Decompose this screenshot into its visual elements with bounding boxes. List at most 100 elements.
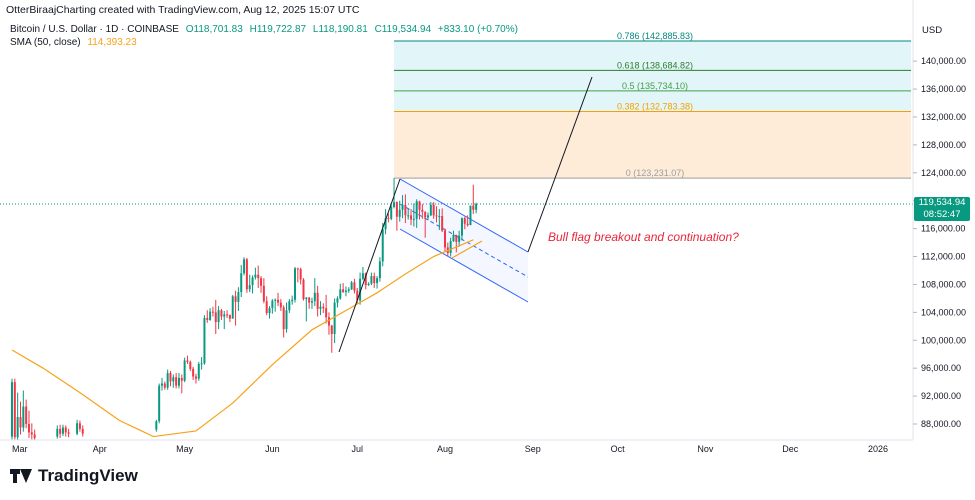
candle-body bbox=[390, 206, 393, 219]
candle-body bbox=[291, 299, 294, 302]
candle-body bbox=[271, 300, 274, 309]
candle-body bbox=[248, 285, 251, 290]
candle-body bbox=[347, 289, 350, 291]
candle-body bbox=[463, 218, 466, 224]
high-value: H119,722.87 bbox=[249, 24, 307, 35]
candle-body bbox=[305, 297, 308, 300]
candle-body bbox=[67, 432, 70, 434]
candle-body bbox=[260, 278, 263, 286]
candle-body bbox=[455, 234, 458, 242]
candle-body bbox=[401, 204, 404, 210]
candle-body bbox=[59, 428, 62, 434]
candle-body bbox=[175, 377, 178, 386]
candle-body bbox=[356, 290, 359, 301]
time-axis[interactable]: Mar Apr May Jun Jul Aug Sep Oct Nov Dec 2026 bbox=[12, 444, 888, 454]
candle-body bbox=[421, 209, 424, 212]
candle-body bbox=[203, 317, 206, 364]
trend-drawings[interactable] bbox=[338, 76, 593, 353]
candle-body bbox=[449, 241, 452, 254]
bull-flag-channel[interactable] bbox=[399, 178, 529, 303]
candle-body bbox=[475, 203, 478, 210]
candle-body bbox=[61, 427, 64, 434]
candle-body bbox=[197, 363, 200, 379]
candle-body bbox=[166, 373, 169, 388]
fib-level-label: 0 (123,231.07) bbox=[626, 168, 685, 178]
candle-body bbox=[163, 383, 166, 388]
ohlc-legend: Bitcoin / U.S. Dollar · 1D · COINBASE O1… bbox=[10, 24, 522, 35]
candle-body bbox=[378, 261, 381, 279]
candle-body bbox=[294, 268, 296, 300]
candle-body bbox=[339, 289, 342, 299]
breakout-arrow bbox=[451, 240, 483, 259]
candle-body bbox=[16, 417, 19, 438]
time-tick-label: Sep bbox=[525, 444, 541, 454]
candle-body bbox=[19, 417, 22, 428]
tradingview-logo[interactable]: TradingView bbox=[10, 466, 138, 486]
price-tick-label: 116,000.00 bbox=[921, 224, 965, 234]
candle-body bbox=[367, 283, 370, 286]
candle-body bbox=[64, 427, 67, 433]
change-value: +833.10 (+0.70%) bbox=[437, 24, 518, 35]
candle-body bbox=[460, 218, 463, 236]
candle-body bbox=[438, 216, 441, 218]
symbol-label[interactable]: Bitcoin / U.S. Dollar · 1D · COINBASE bbox=[10, 24, 179, 35]
candle-body bbox=[393, 202, 396, 207]
candle-body bbox=[404, 204, 407, 216]
candle-body bbox=[76, 423, 79, 434]
price-axis[interactable]: USD 88,000.00 92,000.00 96,000.00 100,000.0… bbox=[0, 0, 966, 441]
fib-level-label: 0.5 (135,734.10) bbox=[622, 81, 688, 91]
candle-body bbox=[251, 277, 254, 286]
fib-level-label: 0.382 (132,783.38) bbox=[617, 101, 693, 111]
time-tick-label: Jun bbox=[265, 444, 280, 454]
candle-body bbox=[319, 306, 322, 309]
candle-body bbox=[189, 361, 192, 369]
candle-body bbox=[158, 385, 161, 422]
time-tick-label: Aug bbox=[437, 444, 453, 454]
fibonacci-retracement[interactable]: 0.786 (142,885.83) 0.618 (138,684.82) 0.5 … bbox=[394, 31, 911, 179]
candle-body bbox=[418, 201, 421, 210]
price-tick-label: 96,000.00 bbox=[921, 363, 961, 373]
low-value: L118,190.81 bbox=[312, 24, 368, 35]
candle-body bbox=[441, 216, 444, 231]
candle-body bbox=[228, 315, 231, 319]
candle-body bbox=[427, 215, 430, 218]
candle-body bbox=[56, 428, 59, 437]
candle-body bbox=[209, 311, 212, 321]
candle-body bbox=[435, 215, 438, 217]
candle-body bbox=[424, 211, 427, 218]
price-tick-label: 88,000.00 bbox=[921, 419, 961, 429]
candle-body bbox=[325, 308, 328, 318]
candle-body bbox=[254, 274, 257, 278]
candle-body bbox=[387, 218, 390, 220]
tradingview-logo-text: TradingView bbox=[38, 466, 138, 485]
candle-body bbox=[237, 292, 240, 302]
price-tick-label: 92,000.00 bbox=[921, 391, 961, 401]
candle-body bbox=[234, 296, 237, 302]
candle-body bbox=[353, 282, 356, 291]
candle-body bbox=[432, 204, 435, 216]
time-tick-label: May bbox=[176, 444, 194, 454]
candle-body bbox=[429, 204, 432, 216]
price-tick-label: 100,000.00 bbox=[921, 335, 966, 345]
candle-body bbox=[466, 223, 469, 226]
price-tick-label: 112,000.00 bbox=[921, 252, 965, 262]
bar-countdown: 08:52:47 bbox=[914, 209, 970, 221]
breakout-annotation[interactable]: Bull flag breakout and continuation? bbox=[548, 230, 739, 244]
candle-body bbox=[274, 299, 277, 301]
candle-body bbox=[194, 376, 197, 379]
candle-body bbox=[183, 360, 186, 381]
price-tick-label: 140,000.00 bbox=[921, 56, 966, 66]
flagpole-line bbox=[338, 178, 401, 353]
candle-body bbox=[370, 276, 373, 284]
candle-body bbox=[361, 273, 364, 279]
candle-body bbox=[81, 428, 84, 434]
candle-body bbox=[282, 307, 285, 330]
sma-legend[interactable]: SMA (50, close) 114,393.23 bbox=[10, 37, 141, 48]
time-tick-label: Apr bbox=[93, 444, 107, 454]
price-tick-label: 132,000.00 bbox=[921, 112, 966, 122]
candle-body bbox=[11, 382, 13, 437]
candle-body bbox=[336, 298, 339, 303]
candle-body bbox=[279, 302, 282, 308]
candle-body bbox=[415, 201, 418, 219]
